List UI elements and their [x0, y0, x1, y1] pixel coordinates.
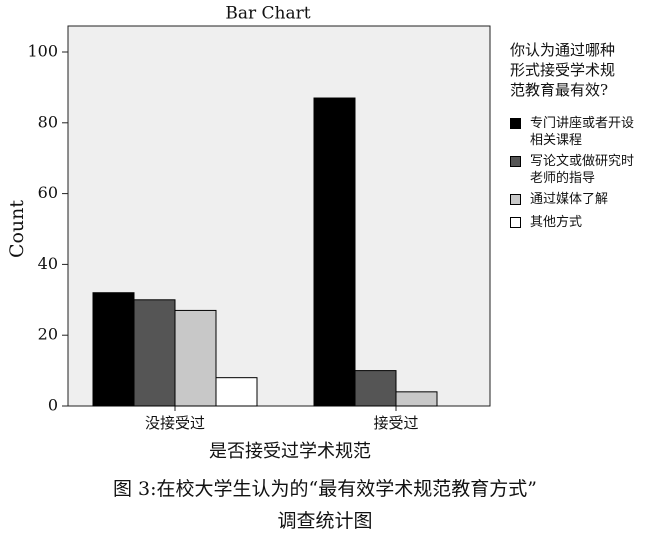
x-tick-label: 没接受过 — [145, 414, 205, 432]
legend-swatch — [510, 217, 521, 228]
x-axis-label: 是否接受过学术规范 — [209, 441, 371, 462]
legend-swatch — [510, 156, 521, 167]
bar — [354, 370, 397, 407]
legend-title: 你认为通过哪种 形式接受学术规 范教育最有效? — [510, 40, 615, 100]
y-tick-label: 20 — [38, 325, 58, 344]
y-tick-label: 80 — [38, 112, 58, 131]
y-tick-label: 60 — [38, 183, 58, 202]
y-tick-label: 100 — [27, 42, 58, 61]
y-tick-label: 40 — [38, 254, 58, 273]
bar — [215, 377, 258, 407]
legend-label: 其他方式 — [530, 215, 583, 230]
y-tick-label: 0 — [48, 396, 58, 415]
legend-swatch — [510, 118, 521, 129]
bar — [395, 391, 438, 407]
x-tick-label: 接受过 — [373, 414, 418, 432]
legend-label: 通过媒体了解 — [530, 192, 609, 207]
legend-label: 写论文或做研究时老师的指导 — [530, 154, 635, 186]
legend-title-line: 形式接受学术规 — [510, 61, 616, 79]
legend-label: 专门讲座或者开设相关课程 — [530, 116, 635, 148]
chart-title: Bar Chart — [225, 4, 310, 24]
bar — [313, 97, 356, 407]
y-axis-label: Count — [6, 200, 28, 258]
bar — [174, 309, 217, 407]
legend-title-line: 范教育最有效? — [510, 81, 609, 99]
bar — [133, 299, 176, 407]
caption: 图 3:在校大学生认为的“最有效学术规范教育方式” — [113, 478, 537, 500]
legend-title-line: 你认为通过哪种 — [510, 41, 616, 59]
bar — [92, 292, 135, 407]
caption: 调查统计图 — [277, 510, 372, 532]
legend-swatch — [510, 194, 521, 205]
